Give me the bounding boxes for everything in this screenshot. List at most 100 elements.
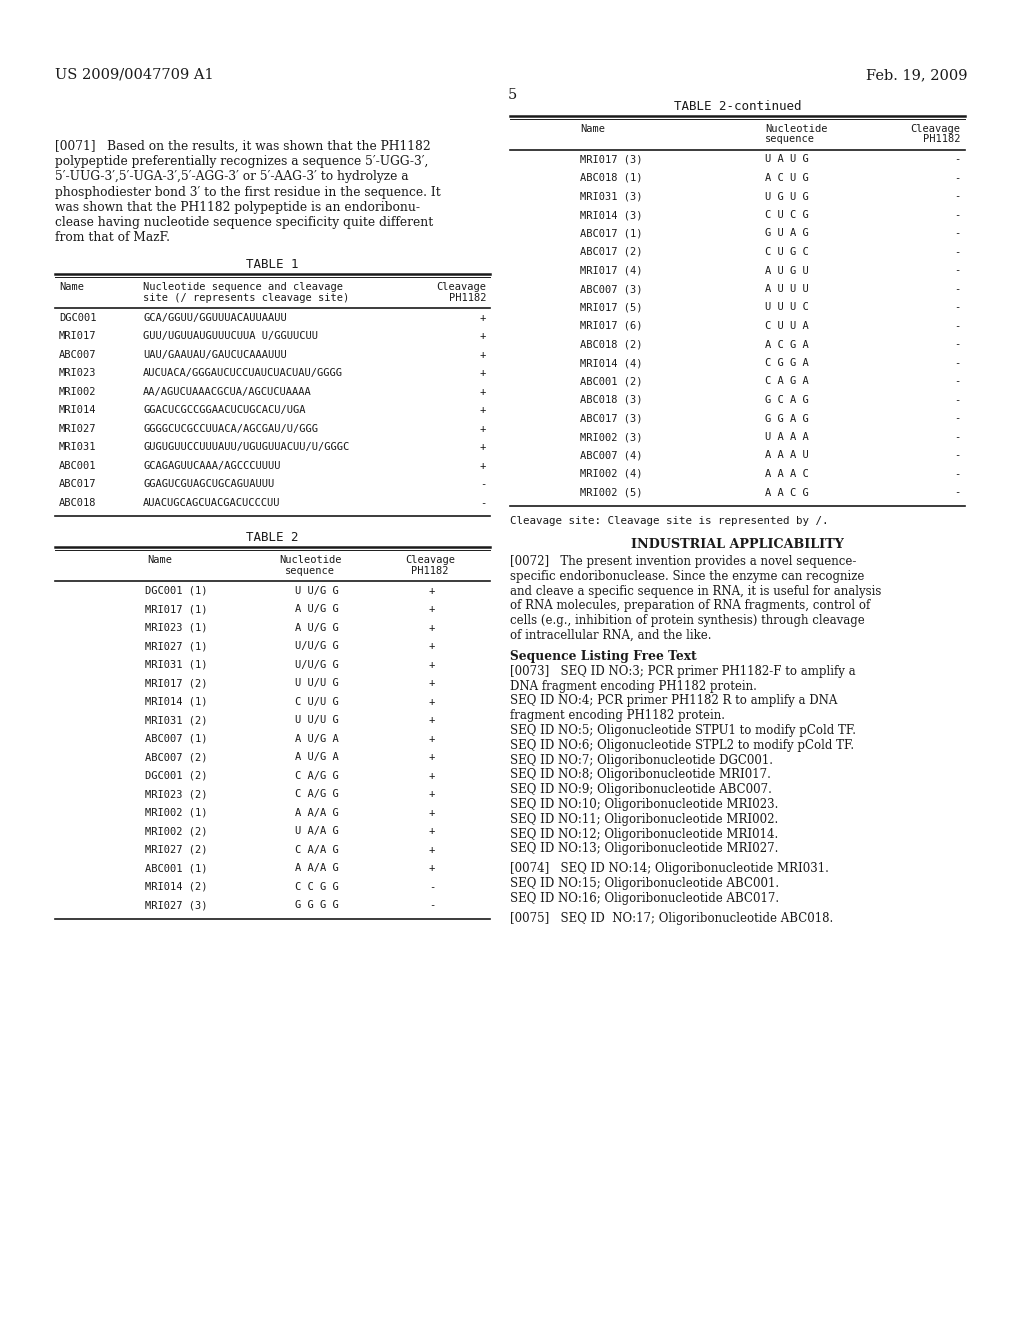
Text: -: -: [953, 339, 961, 350]
Text: U U/U G: U U/U G: [295, 715, 339, 726]
Text: G G G G: G G G G: [295, 900, 339, 911]
Text: Feb. 19, 2009: Feb. 19, 2009: [866, 69, 968, 82]
Text: A A A U: A A A U: [765, 450, 809, 461]
Text: was shown that the PH1182 polypeptide is an endoribonu-: was shown that the PH1182 polypeptide is…: [55, 201, 420, 214]
Text: PH1182: PH1182: [412, 566, 449, 576]
Text: C U/U G: C U/U G: [295, 697, 339, 708]
Text: A A C G: A A C G: [765, 487, 809, 498]
Text: U/U/G G: U/U/G G: [295, 642, 339, 651]
Text: TABLE 1: TABLE 1: [246, 259, 299, 272]
Text: -: -: [953, 228, 961, 239]
Text: C U C G: C U C G: [765, 210, 809, 220]
Text: ABC007 (2): ABC007 (2): [145, 752, 208, 763]
Text: C G G A: C G G A: [765, 358, 809, 368]
Text: ABC007 (3): ABC007 (3): [580, 284, 642, 294]
Text: AUACUGCAGCUACGACUCCCUU: AUACUGCAGCUACGACUCCCUU: [143, 498, 281, 508]
Text: -: -: [429, 900, 435, 911]
Text: MRI023 (1): MRI023 (1): [145, 623, 208, 632]
Text: Cleavage site: Cleavage site is represented by /.: Cleavage site: Cleavage site is represen…: [510, 516, 828, 525]
Text: +: +: [429, 863, 435, 874]
Text: -: -: [953, 302, 961, 313]
Text: ABC017 (3): ABC017 (3): [580, 413, 642, 424]
Text: +: +: [480, 424, 486, 434]
Text: Nucleotide: Nucleotide: [765, 124, 827, 133]
Text: +: +: [480, 331, 486, 342]
Text: SEQ ID NO:8; Oligoribonucleotide MRI017.: SEQ ID NO:8; Oligoribonucleotide MRI017.: [510, 768, 771, 781]
Text: -: -: [953, 432, 961, 442]
Text: ABC001 (2): ABC001 (2): [580, 376, 642, 387]
Text: from that of MazF.: from that of MazF.: [55, 231, 170, 244]
Text: U U U C: U U U C: [765, 302, 809, 313]
Text: MRI014 (1): MRI014 (1): [145, 697, 208, 708]
Text: +: +: [429, 789, 435, 800]
Text: Sequence Listing Free Text: Sequence Listing Free Text: [510, 649, 696, 663]
Text: +: +: [429, 678, 435, 689]
Text: C A G A: C A G A: [765, 376, 809, 387]
Text: site (/ represents cleavage site): site (/ represents cleavage site): [143, 293, 349, 302]
Text: -: -: [953, 173, 961, 183]
Text: G U A G: G U A G: [765, 228, 809, 239]
Text: SEQ ID NO:16; Oligoribonucleotide ABC017.: SEQ ID NO:16; Oligoribonucleotide ABC017…: [510, 892, 779, 904]
Text: MRI017 (4): MRI017 (4): [580, 265, 642, 276]
Text: MRI031: MRI031: [59, 442, 96, 453]
Text: and cleave a specific sequence in RNA, it is useful for analysis: and cleave a specific sequence in RNA, i…: [510, 585, 882, 598]
Text: ABC017 (2): ABC017 (2): [580, 247, 642, 257]
Text: SEQ ID NO:6; Oligonucleotide STPL2 to modify pCold TF.: SEQ ID NO:6; Oligonucleotide STPL2 to mo…: [510, 739, 854, 752]
Text: SEQ ID NO:12; Oligoribonucleotide MRI014.: SEQ ID NO:12; Oligoribonucleotide MRI014…: [510, 828, 778, 841]
Text: -: -: [953, 487, 961, 498]
Text: AA/AGUCUAAACGCUA/AGCUCUAAAA: AA/AGUCUAAACGCUA/AGCUCUAAAA: [143, 387, 311, 397]
Text: -: -: [429, 882, 435, 892]
Text: TABLE 2: TABLE 2: [246, 532, 299, 544]
Text: ABC018 (1): ABC018 (1): [580, 173, 642, 183]
Text: MRI023: MRI023: [59, 368, 96, 379]
Text: -: -: [953, 191, 961, 202]
Text: +: +: [480, 442, 486, 453]
Text: MRI017 (2): MRI017 (2): [145, 678, 208, 689]
Text: U A U G: U A U G: [765, 154, 809, 165]
Text: MRI002 (4): MRI002 (4): [580, 469, 642, 479]
Text: MRI017 (3): MRI017 (3): [580, 154, 642, 165]
Text: DGC001 (1): DGC001 (1): [145, 586, 208, 595]
Text: SEQ ID NO:15; Oligoribonucleotide ABC001.: SEQ ID NO:15; Oligoribonucleotide ABC001…: [510, 876, 779, 890]
Text: A C G A: A C G A: [765, 339, 809, 350]
Text: specific endoribonuclease. Since the enzyme can recognize: specific endoribonuclease. Since the enz…: [510, 570, 864, 583]
Text: -: -: [953, 469, 961, 479]
Text: phosphodiester bond 3′ to the first residue in the sequence. It: phosphodiester bond 3′ to the first resi…: [55, 186, 440, 198]
Text: -: -: [953, 321, 961, 331]
Text: MRI014 (4): MRI014 (4): [580, 358, 642, 368]
Text: -: -: [480, 498, 486, 508]
Text: +: +: [429, 845, 435, 855]
Text: +: +: [480, 461, 486, 471]
Text: +: +: [480, 387, 486, 397]
Text: -: -: [953, 284, 961, 294]
Text: ABC018 (3): ABC018 (3): [580, 395, 642, 405]
Text: fragment encoding PH1182 protein.: fragment encoding PH1182 protein.: [510, 709, 725, 722]
Text: SEQ ID NO:10; Oligoribonucleotide MRI023.: SEQ ID NO:10; Oligoribonucleotide MRI023…: [510, 799, 778, 810]
Text: +: +: [429, 660, 435, 669]
Text: +: +: [429, 642, 435, 651]
Text: MRI002 (3): MRI002 (3): [580, 432, 642, 442]
Text: Cleavage: Cleavage: [436, 282, 486, 292]
Text: MRI027: MRI027: [59, 424, 96, 434]
Text: U A A A: U A A A: [765, 432, 809, 442]
Text: +: +: [429, 826, 435, 837]
Text: +: +: [429, 586, 435, 595]
Text: -: -: [953, 154, 961, 165]
Text: A U/G G: A U/G G: [295, 623, 339, 632]
Text: GCAGAGUUCAAA/AGCCCUUUU: GCAGAGUUCAAA/AGCCCUUUU: [143, 461, 281, 471]
Text: C A/G G: C A/G G: [295, 789, 339, 800]
Text: SEQ ID NO:4; PCR primer PH1182 R to amplify a DNA: SEQ ID NO:4; PCR primer PH1182 R to ampl…: [510, 694, 838, 708]
Text: +: +: [429, 605, 435, 614]
Text: MRI027 (1): MRI027 (1): [145, 642, 208, 651]
Text: MRI017 (1): MRI017 (1): [145, 605, 208, 614]
Text: DGC001: DGC001: [59, 313, 96, 323]
Text: ABC017: ABC017: [59, 479, 96, 490]
Text: -: -: [480, 479, 486, 490]
Text: [0073]   SEQ ID NO:3; PCR primer PH1182-F to amplify a: [0073] SEQ ID NO:3; PCR primer PH1182-F …: [510, 665, 856, 677]
Text: ABC007 (1): ABC007 (1): [145, 734, 208, 744]
Text: -: -: [953, 358, 961, 368]
Text: A U U U: A U U U: [765, 284, 809, 294]
Text: of intracellular RNA, and the like.: of intracellular RNA, and the like.: [510, 630, 712, 642]
Text: C U U A: C U U A: [765, 321, 809, 331]
Text: +: +: [429, 623, 435, 632]
